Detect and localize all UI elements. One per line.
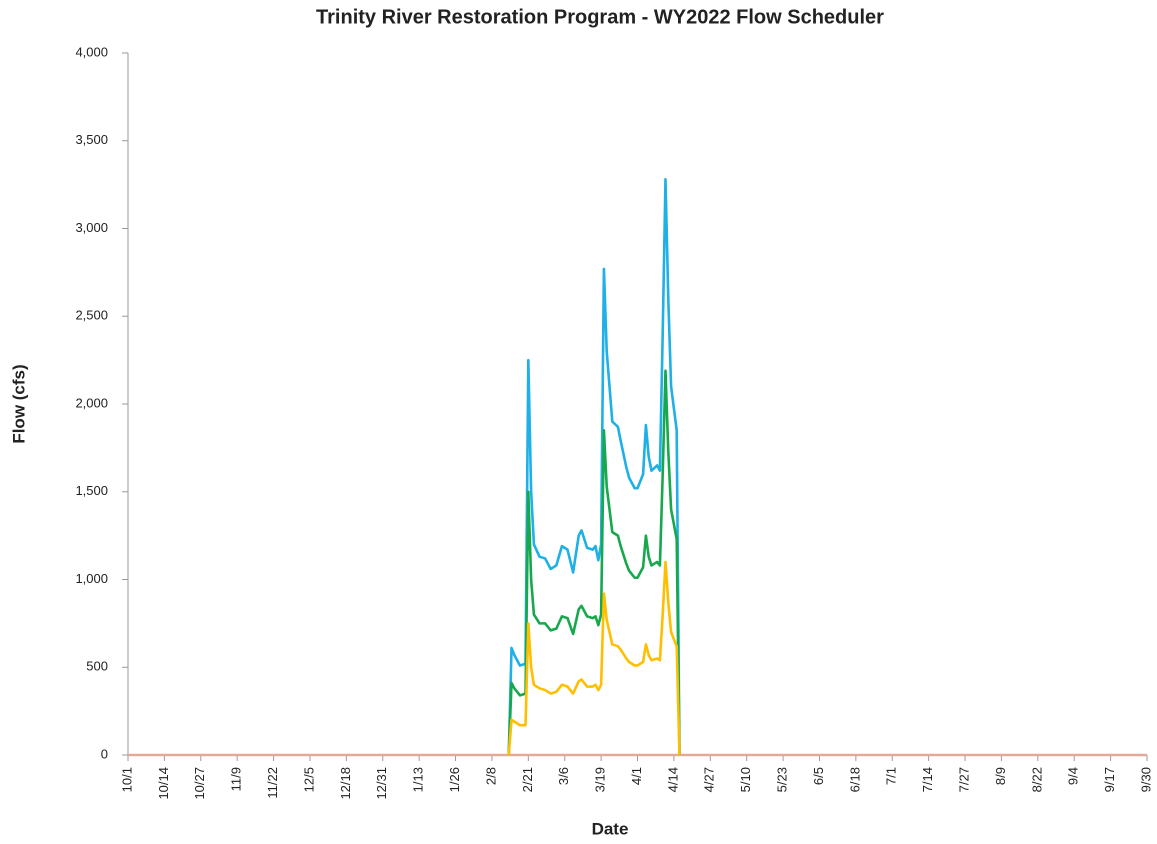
x-tick-label: 3/19 [593, 767, 608, 792]
y-tick-label: 2,000 [75, 395, 108, 410]
y-tick-label: 1,500 [75, 483, 108, 498]
x-tick-label: 10/14 [156, 767, 171, 800]
y-tick-label: 500 [86, 659, 108, 674]
x-tick-label: 9/30 [1138, 767, 1153, 792]
x-tick-label: 12/18 [338, 767, 353, 800]
x-tick-label: 7/27 [956, 767, 971, 792]
chart-title: Trinity River Restoration Program - WY20… [316, 6, 884, 28]
x-tick-label: 9/4 [1066, 767, 1081, 785]
y-tick-label: 3,000 [75, 220, 108, 235]
x-tick-label: 8/9 [993, 767, 1008, 785]
x-tick-label: 8/22 [1029, 767, 1044, 792]
y-tick-label: 3,500 [75, 132, 108, 147]
x-tick-label: 10/27 [192, 767, 207, 800]
x-tick-label: 7/14 [920, 767, 935, 792]
x-tick-label: 1/13 [411, 767, 426, 792]
x-tick-label: 6/5 [811, 767, 826, 785]
x-tick-label: 4/1 [629, 767, 644, 785]
x-axis-title: Date [592, 819, 629, 838]
y-tick-label: 4,000 [75, 44, 108, 59]
x-tick-label: 5/10 [738, 767, 753, 792]
x-tick-label: 7/1 [884, 767, 899, 785]
series-line [507, 560, 681, 756]
x-tick-label: 3/6 [556, 767, 571, 785]
x-tick-label: 9/17 [1102, 767, 1117, 792]
y-axis-title: Flow (cfs) [9, 364, 28, 443]
y-tick-label: 1,000 [75, 571, 108, 586]
x-tick-label: 4/27 [702, 767, 717, 792]
y-tick-label: 2,500 [75, 308, 108, 323]
x-tick-label: 1/26 [447, 767, 462, 792]
y-tick-label: 0 [101, 746, 108, 761]
x-tick-label: 12/5 [301, 767, 316, 792]
x-tick-label: 12/31 [374, 767, 389, 800]
x-tick-label: 10/1 [119, 767, 134, 792]
x-tick-label: 6/18 [847, 767, 862, 792]
series-line [507, 369, 681, 756]
x-tick-label: 11/22 [265, 767, 280, 799]
x-tick-label: 2/8 [483, 767, 498, 785]
x-tick-label: 2/21 [520, 767, 535, 792]
x-tick-label: 4/14 [665, 767, 680, 792]
x-tick-label: 11/9 [229, 767, 244, 791]
x-tick-label: 5/23 [775, 767, 790, 792]
